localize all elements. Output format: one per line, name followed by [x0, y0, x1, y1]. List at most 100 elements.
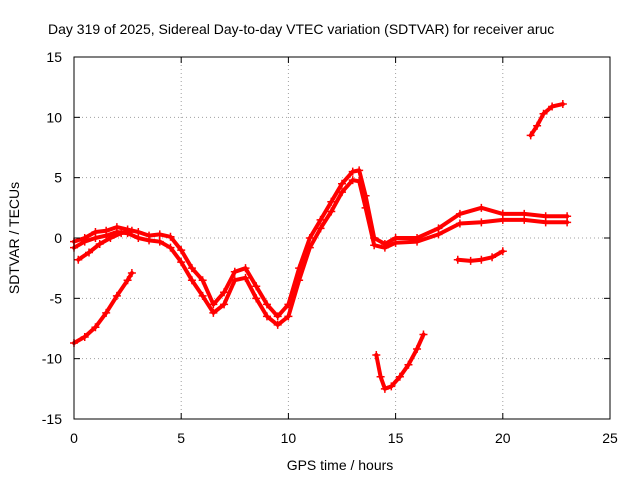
data-point: [419, 330, 428, 339]
data-point: [177, 246, 186, 255]
data-point: [455, 219, 464, 228]
data-point: [145, 236, 154, 245]
grid: [74, 57, 610, 419]
data-point: [85, 248, 94, 257]
series-track-early-rise: [74, 226, 136, 264]
x-tick-label: 20: [495, 430, 511, 446]
data-point: [327, 197, 336, 206]
data-point: [187, 276, 196, 285]
data-point: [355, 177, 364, 186]
data-point: [123, 276, 132, 285]
data-point: [106, 234, 115, 242]
data-point: [380, 384, 389, 393]
data-point: [127, 226, 136, 235]
x-tick-label: 10: [281, 430, 297, 446]
data-point: [563, 218, 572, 227]
axis-ticks: 0 5 10 15 20 25 15 10 5 0 -5 -10 -15: [42, 49, 618, 446]
data-point: [74, 255, 83, 264]
series-track-late-high: [526, 100, 567, 140]
data-point: [155, 230, 164, 239]
data-point: [455, 209, 464, 218]
data-point: [209, 308, 218, 317]
data-point: [177, 258, 186, 267]
data-point: [198, 276, 207, 285]
data-point: [498, 247, 507, 256]
data-point: [284, 312, 293, 321]
data-point: [305, 243, 314, 252]
x-tick-label: 15: [388, 430, 404, 446]
series-line: [72, 178, 570, 327]
data-point: [316, 224, 325, 233]
data-point: [80, 332, 89, 341]
x-tick-label: 0: [70, 430, 78, 446]
data-point: [95, 240, 104, 249]
data-point: [166, 243, 175, 252]
data-point: [316, 215, 325, 224]
data-series-group: [70, 100, 572, 393]
data-point: [395, 372, 404, 381]
data-point: [376, 372, 385, 381]
data-point: [220, 300, 229, 309]
data-point: [187, 264, 196, 273]
data-point: [102, 308, 111, 317]
data-point: [112, 291, 121, 300]
data-point: [533, 121, 542, 130]
y-tick-label: 0: [54, 230, 62, 246]
data-point: [520, 215, 529, 224]
data-point: [117, 229, 126, 238]
data-point: [453, 255, 462, 264]
data-point: [372, 351, 381, 360]
data-point: [498, 215, 507, 224]
data-point: [488, 253, 497, 262]
data-point: [477, 218, 486, 227]
data-point: [541, 218, 550, 227]
data-point: [387, 382, 396, 391]
y-tick-label: 5: [54, 170, 62, 186]
data-point: [558, 100, 567, 109]
data-point: [380, 243, 389, 252]
chart-title: Day 319 of 2025, Sidereal Day-to-day VTE…: [48, 21, 554, 37]
data-point: [80, 237, 89, 246]
x-axis-title: GPS time / hours: [287, 457, 394, 473]
data-point: [526, 131, 535, 140]
data-point: [338, 188, 346, 197]
data-point: [198, 291, 207, 300]
data-point: [134, 234, 143, 242]
series-track-evening-low: [453, 247, 507, 265]
series-track-main-lower: [70, 176, 572, 329]
data-point: [348, 176, 357, 185]
data-point: [155, 237, 164, 246]
y-axis-title: SDTVAR / TECUs: [6, 182, 22, 294]
data-point: [548, 102, 557, 111]
data-point: [338, 179, 346, 188]
y-tick-label: -5: [50, 290, 63, 306]
data-point: [477, 203, 486, 212]
data-point: [166, 232, 175, 241]
series-line: [72, 271, 134, 345]
data-point: [539, 109, 548, 118]
data-point: [262, 300, 271, 309]
data-point: [252, 294, 261, 303]
data-point: [295, 276, 304, 285]
data-point: [348, 167, 357, 176]
data-point: [241, 273, 250, 282]
data-point: [361, 203, 370, 212]
data-point: [413, 237, 422, 246]
data-point: [273, 320, 282, 329]
data-point: [241, 264, 250, 273]
data-point: [209, 300, 218, 309]
data-point: [91, 323, 100, 332]
series-track-dip-14h: [372, 330, 428, 393]
data-point: [391, 238, 400, 247]
series-line: [72, 168, 570, 319]
data-point: [262, 312, 271, 321]
data-point: [404, 360, 413, 369]
data-point: [413, 345, 422, 354]
data-point: [230, 267, 239, 276]
y-tick-label: -15: [42, 411, 62, 427]
data-point: [355, 166, 364, 175]
data-point: [127, 268, 136, 277]
data-point: [252, 282, 261, 291]
data-point: [434, 230, 443, 239]
